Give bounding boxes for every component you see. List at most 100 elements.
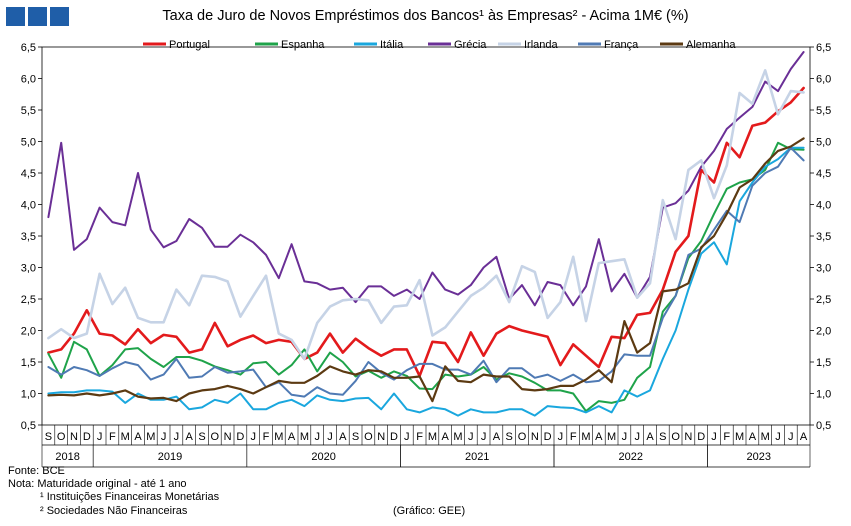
month-label: O [211,431,220,443]
month-label: M [735,431,744,443]
y-tick-label-right: 4,5 [816,168,831,180]
month-label: J [711,431,717,443]
logo-square [50,7,69,26]
month-label: F [723,431,730,443]
y-tick-label-left: 4,0 [21,200,36,212]
month-label: F [109,431,116,443]
footnote-source: Fonte: BCE [8,465,65,477]
year-label: 2020 [311,451,335,463]
y-tick-label-right: 6,5 [816,42,831,54]
month-label: A [288,431,296,443]
y-tick-label-left: 2,5 [21,294,36,306]
month-label: J [558,431,564,443]
month-label: S [198,431,205,443]
footnote-note: Nota: Maturidade original - até 1 ano [8,478,187,490]
month-label: A [442,431,450,443]
y-tick-label-left: 6,5 [21,42,36,54]
legend-entry: Itália [380,39,404,51]
month-label: M [761,431,770,443]
month-label: J [634,431,640,443]
month-label: M [274,431,283,443]
month-label: J [622,431,628,443]
month-label: J [250,431,256,443]
y-tick-label-left: 5,5 [21,105,36,117]
year-label: 2019 [158,451,182,463]
month-label: D [544,431,552,443]
month-label: J [775,431,781,443]
y-tick-label-left: 0,5 [21,420,36,432]
y-tick-label-right: 3,0 [816,263,831,275]
month-label: J [404,431,410,443]
y-tick-label-right: 2,0 [816,326,831,338]
y-tick-label-left: 3,5 [21,231,36,243]
series-line-irlanda [47,69,805,361]
month-label: N [224,431,232,443]
month-label: J [97,431,103,443]
month-label: M [453,431,462,443]
series-line-portugal [47,86,805,378]
y-tick-label-right: 6,0 [816,74,831,86]
chart-credit: (Gráfico: GEE) [393,505,466,517]
legend-entry: França [604,39,639,51]
month-label: J [468,431,474,443]
month-label: J [174,431,180,443]
month-label: A [339,431,347,443]
footnote-1: ¹ Instituições Financeiras Monetárias [40,491,220,503]
month-label: J [314,431,320,443]
y-tick-label-right: 4,0 [816,200,831,212]
month-label: D [390,431,398,443]
month-label: S [506,431,513,443]
month-label: M [146,431,155,443]
logo-square [6,7,25,26]
month-label: M [581,431,590,443]
month-label: S [45,431,52,443]
y-tick-label-right: 5,0 [816,137,831,149]
month-label: M [607,431,616,443]
month-label: J [161,431,167,443]
y-tick-label-right: 1,0 [816,389,831,401]
month-label: F [263,431,270,443]
y-tick-label-right: 5,5 [816,105,831,117]
month-label: A [186,431,194,443]
month-label: F [416,431,423,443]
month-label: N [531,431,539,443]
month-label: A [749,431,757,443]
series-line-grécia [47,51,805,307]
logo-square [28,7,47,26]
y-tick-label-left: 1,5 [21,357,36,369]
legend-entry: Alemanha [686,39,736,51]
month-label: M [121,431,130,443]
year-label: 2023 [747,451,771,463]
legend-entry: Irlanda [524,39,559,51]
series-line-itália [47,146,805,417]
series-line-alemanha [47,137,805,403]
gee-logo [6,7,69,26]
month-label: D [83,431,91,443]
year-label: 2022 [619,451,643,463]
y-tick-label-right: 1,5 [816,357,831,369]
y-tick-label-left: 5,0 [21,137,36,149]
month-label: N [377,431,385,443]
month-label: O [518,431,527,443]
month-label: A [134,431,142,443]
plot-area [41,46,811,426]
year-label: 2018 [55,451,79,463]
y-tick-label-left: 3,0 [21,263,36,275]
month-label: A [493,431,501,443]
month-label: N [70,431,78,443]
legend-entry: Grécia [454,39,487,51]
month-label: M [300,431,309,443]
footnote-2: ² Sociedades Não Financeiras [40,505,188,517]
y-tick-label-right: 0,5 [816,420,831,432]
month-label: S [659,431,666,443]
month-label: M [428,431,437,443]
month-label: O [57,431,66,443]
year-label: 2021 [465,451,489,463]
month-label: O [671,431,680,443]
chart-title: Taxa de Juro de Novos Empréstimos dos Ba… [162,8,689,24]
month-label: N [684,431,692,443]
month-label: S [352,431,359,443]
month-label: A [595,431,603,443]
legend-entry: Portugal [169,39,210,51]
